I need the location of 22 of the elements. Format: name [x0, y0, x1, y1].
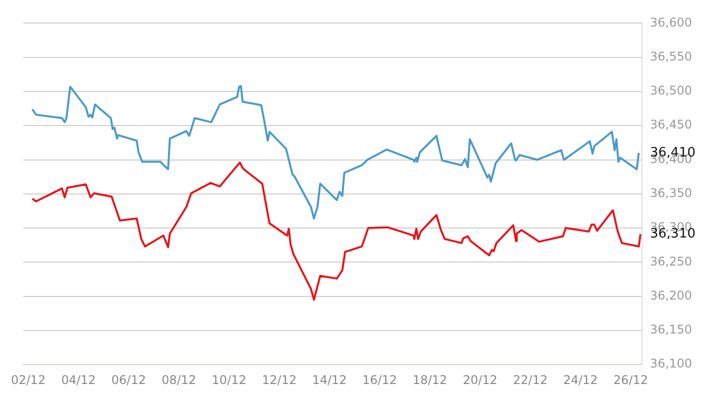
x-tick-label: 14/12	[312, 372, 347, 387]
y-tick-label: 36,500	[650, 84, 692, 98]
x-tick-label: 24/12	[563, 372, 598, 387]
x-tick-label: 20/12	[462, 372, 498, 387]
x-tick-label: 26/12	[613, 372, 648, 387]
y-tick-label: 36,450	[650, 118, 692, 132]
x-tick-label: 12/12	[262, 372, 297, 387]
x-tick-label: 16/12	[362, 372, 398, 387]
y-tick-label: 36,250	[650, 254, 692, 268]
y-tick-label: 36,550	[650, 49, 692, 64]
y-tick-label: 36,150	[650, 322, 692, 337]
x-tick-label: 08/12	[162, 372, 196, 387]
y-tick-label: 36,350	[650, 186, 692, 200]
x-tick-label: 04/12	[61, 372, 96, 387]
x-tick-label: 22/12	[513, 372, 548, 387]
x-tick-label: 10/12	[212, 372, 246, 387]
x-tick-label: 06/12	[111, 372, 146, 387]
y-tick-label: 36,200	[650, 288, 692, 302]
x-tick-label: 02/12	[10, 372, 46, 387]
x-tick-label: 18/12	[412, 372, 448, 387]
y-tick-label: 36,600	[650, 15, 692, 30]
y-tick-label: 36,100	[650, 356, 692, 371]
